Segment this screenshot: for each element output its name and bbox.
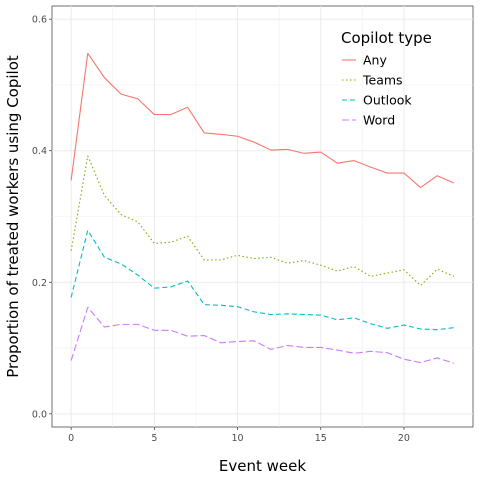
x-tick-label: 20 [398,433,410,444]
x-tick-label: 10 [231,433,243,444]
series-lines [70,52,455,364]
series-line-outlook [70,229,454,331]
series-line-any [70,52,455,189]
legend-label-outlook: Outlook [363,93,412,108]
x-axis-ticks: 0 5 10 15 20 [68,427,410,444]
legend-title: Copilot type [341,29,432,47]
legend-items: Any Teams Outlook Word [342,53,412,128]
legend-label-any: Any [363,53,387,68]
legend: Copilot type Any Teams Outlook Word [341,29,432,128]
grid-lines [52,6,473,427]
x-tick-label: 15 [315,433,327,444]
y-axis-ticks: 0.0 0.2 0.4 0.6 [32,15,52,420]
y-axis-title: Proportion of treated workers using Copi… [4,55,22,378]
legend-label-teams: Teams [362,73,403,88]
series-line-teams [70,155,455,287]
y-tick-label: 0.2 [32,278,47,289]
x-tick-label: 0 [68,433,74,444]
legend-label-word: Word [363,113,395,128]
x-axis-title: Event week [219,457,306,475]
x-tick-label: 5 [151,433,157,444]
y-tick-label: 0.6 [32,15,47,26]
y-tick-label: 0.4 [32,146,47,157]
series-line-word [70,306,455,364]
y-tick-label: 0.0 [32,409,47,420]
